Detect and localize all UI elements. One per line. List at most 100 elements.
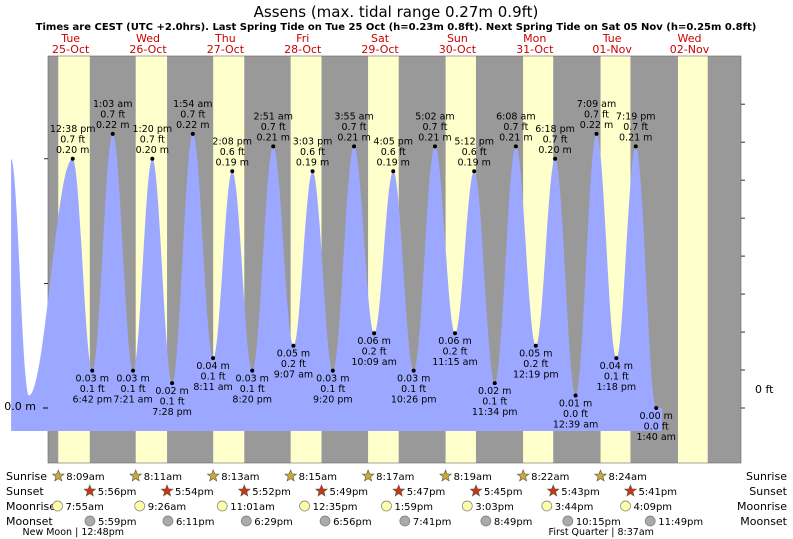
tide-meters-label: 0.03 m bbox=[397, 374, 430, 385]
date-label: 26-Oct bbox=[129, 43, 167, 56]
tide-feet-label: 0.7 ft bbox=[60, 134, 85, 145]
tide-feet-label: 0.7 ft bbox=[623, 122, 648, 133]
tide-time-label: 3:55 am bbox=[334, 111, 373, 122]
high-tide-marker bbox=[472, 169, 477, 174]
astro-time-label: 5:41pm bbox=[638, 487, 677, 498]
tide-meters-label: 0.22 m bbox=[176, 120, 209, 131]
tide-time-label: 11:34 pm bbox=[472, 407, 518, 418]
tide-meters-label: 0.04 m bbox=[196, 361, 229, 372]
tide-meters-label: 0.19 m bbox=[457, 157, 490, 168]
high-tide-marker bbox=[594, 131, 599, 136]
astro-time-label: 8:19am bbox=[454, 472, 492, 483]
low-tide-marker bbox=[291, 343, 296, 348]
tide-feet-label: 0.1 ft bbox=[121, 384, 146, 395]
daylight-band bbox=[677, 56, 708, 463]
tide-time-label: 1:03 am bbox=[93, 99, 132, 110]
high-tide-marker bbox=[391, 169, 396, 174]
astro-time-label: 6:56pm bbox=[333, 517, 372, 528]
low-tide-marker bbox=[170, 381, 175, 386]
astro-time-label: 5:59pm bbox=[98, 517, 137, 528]
tide-feet-label: 0.6 ft bbox=[462, 147, 487, 158]
tide-feet-label: 0.2 ft bbox=[362, 347, 387, 358]
tide-curve-area bbox=[11, 133, 663, 431]
tide-feet-label: 0.7 ft bbox=[342, 122, 367, 133]
moonrise-icon bbox=[52, 500, 63, 512]
tide-time-label: 7:09 am bbox=[577, 99, 616, 110]
tide-meters-label: 0.00 m bbox=[639, 411, 672, 422]
tide-feet-label: 0.7 ft bbox=[543, 134, 568, 145]
tide-feet-label: 0.1 ft bbox=[401, 384, 426, 395]
tide-meters-label: 0.02 m bbox=[478, 386, 511, 397]
tide-time-label: 5:02 am bbox=[415, 111, 454, 122]
tide-meters-label: 0.19 m bbox=[216, 157, 249, 168]
tide-time-label: 12:19 pm bbox=[513, 370, 559, 381]
tide-meters-label: 0.19 m bbox=[296, 157, 329, 168]
high-tide-marker bbox=[432, 144, 437, 149]
high-tide-marker bbox=[633, 144, 638, 149]
tide-time-label: 6:42 pm bbox=[72, 395, 112, 406]
tide-meters-label: 0.19 m bbox=[377, 157, 410, 168]
astro-time-label: 3:44pm bbox=[555, 502, 594, 513]
moonrise-icon bbox=[134, 500, 146, 512]
tide-meters-label: 0.03 m bbox=[236, 374, 269, 385]
tide-time-label: 4:05 pm bbox=[373, 136, 413, 147]
tide-meters-label: 0.03 m bbox=[316, 374, 349, 385]
row-label-right: Moonset bbox=[740, 515, 787, 528]
astro-time-label: 11:49pm bbox=[658, 517, 703, 528]
low-tide-marker bbox=[90, 368, 95, 373]
day-labels: Tue25-OctWed26-OctThu27-OctFri28-OctSat2… bbox=[52, 32, 710, 56]
date-label: 27-Oct bbox=[207, 43, 245, 56]
sunset-icon bbox=[392, 484, 406, 497]
sunrise-icon bbox=[206, 469, 220, 482]
high-tide-marker bbox=[553, 156, 558, 161]
tide-meters-label: 0.21 m bbox=[337, 132, 370, 143]
astro-time-label: 8:11am bbox=[144, 472, 182, 483]
tide-time-label: 7:21 am bbox=[113, 395, 152, 406]
tide-feet-label: 0.1 ft bbox=[201, 372, 226, 383]
tide-feet-label: 0.1 ft bbox=[160, 397, 185, 408]
astro-time-label: 6:29pm bbox=[254, 517, 293, 528]
astro-time-label: 8:17am bbox=[376, 472, 414, 483]
tide-feet-label: 0.7 ft bbox=[180, 109, 205, 120]
tide-feet-label: 0.7 ft bbox=[140, 134, 165, 145]
tide-meters-label: 0.22 m bbox=[580, 120, 613, 131]
y-left-label: 0.0 m bbox=[4, 400, 36, 413]
high-tide-marker bbox=[271, 144, 276, 149]
tide-meters-label: 0.03 m bbox=[76, 374, 109, 385]
astro-time-label: 8:15am bbox=[299, 472, 337, 483]
astro-time-label: 9:26am bbox=[148, 502, 186, 513]
sunrise-icon bbox=[129, 469, 143, 482]
moonset-icon bbox=[399, 515, 411, 527]
tide-time-label: 3:03 pm bbox=[293, 136, 333, 147]
date-label: 01-Nov bbox=[592, 43, 632, 56]
tide-meters-label: 0.01 m bbox=[559, 399, 592, 410]
moonset-icon bbox=[319, 515, 331, 527]
date-label: 30-Oct bbox=[439, 43, 477, 56]
tide-time-label: 1:18 pm bbox=[597, 382, 637, 393]
day-of-week-label: Thu bbox=[214, 32, 236, 45]
sunset-icon bbox=[623, 484, 637, 497]
tide-meters-label: 0.02 m bbox=[155, 386, 188, 397]
astro-time-label: 4:09pm bbox=[634, 502, 673, 513]
high-tide-marker bbox=[310, 169, 315, 174]
tide-meters-label: 0.20 m bbox=[538, 145, 571, 156]
sunset-icon bbox=[160, 484, 174, 497]
tide-time-label: 1:20 pm bbox=[132, 124, 172, 135]
astro-time-label: 7:55am bbox=[66, 502, 104, 513]
day-of-week-label: Sat bbox=[371, 32, 390, 45]
y-right-label: 0 ft bbox=[755, 383, 774, 396]
tide-feet-label: 0.1 ft bbox=[604, 372, 629, 383]
tide-time-label: 7:19 pm bbox=[616, 111, 656, 122]
tide-meters-label: 0.21 m bbox=[499, 132, 532, 143]
low-tide-marker bbox=[411, 368, 416, 373]
astro-time-label: 10:15pm bbox=[576, 517, 621, 528]
sunset-icon bbox=[315, 484, 328, 497]
low-tide-marker bbox=[453, 331, 458, 336]
date-label: 29-Oct bbox=[361, 43, 399, 56]
astro-time-label: 6:11pm bbox=[176, 517, 215, 528]
tide-feet-label: 0.1 ft bbox=[482, 397, 507, 408]
tide-feet-label: 0.2 ft bbox=[523, 359, 548, 370]
day-of-week-label: Wed bbox=[136, 32, 160, 45]
chart-title: Assens (max. tidal range 0.27m 0.9ft) bbox=[254, 3, 539, 21]
